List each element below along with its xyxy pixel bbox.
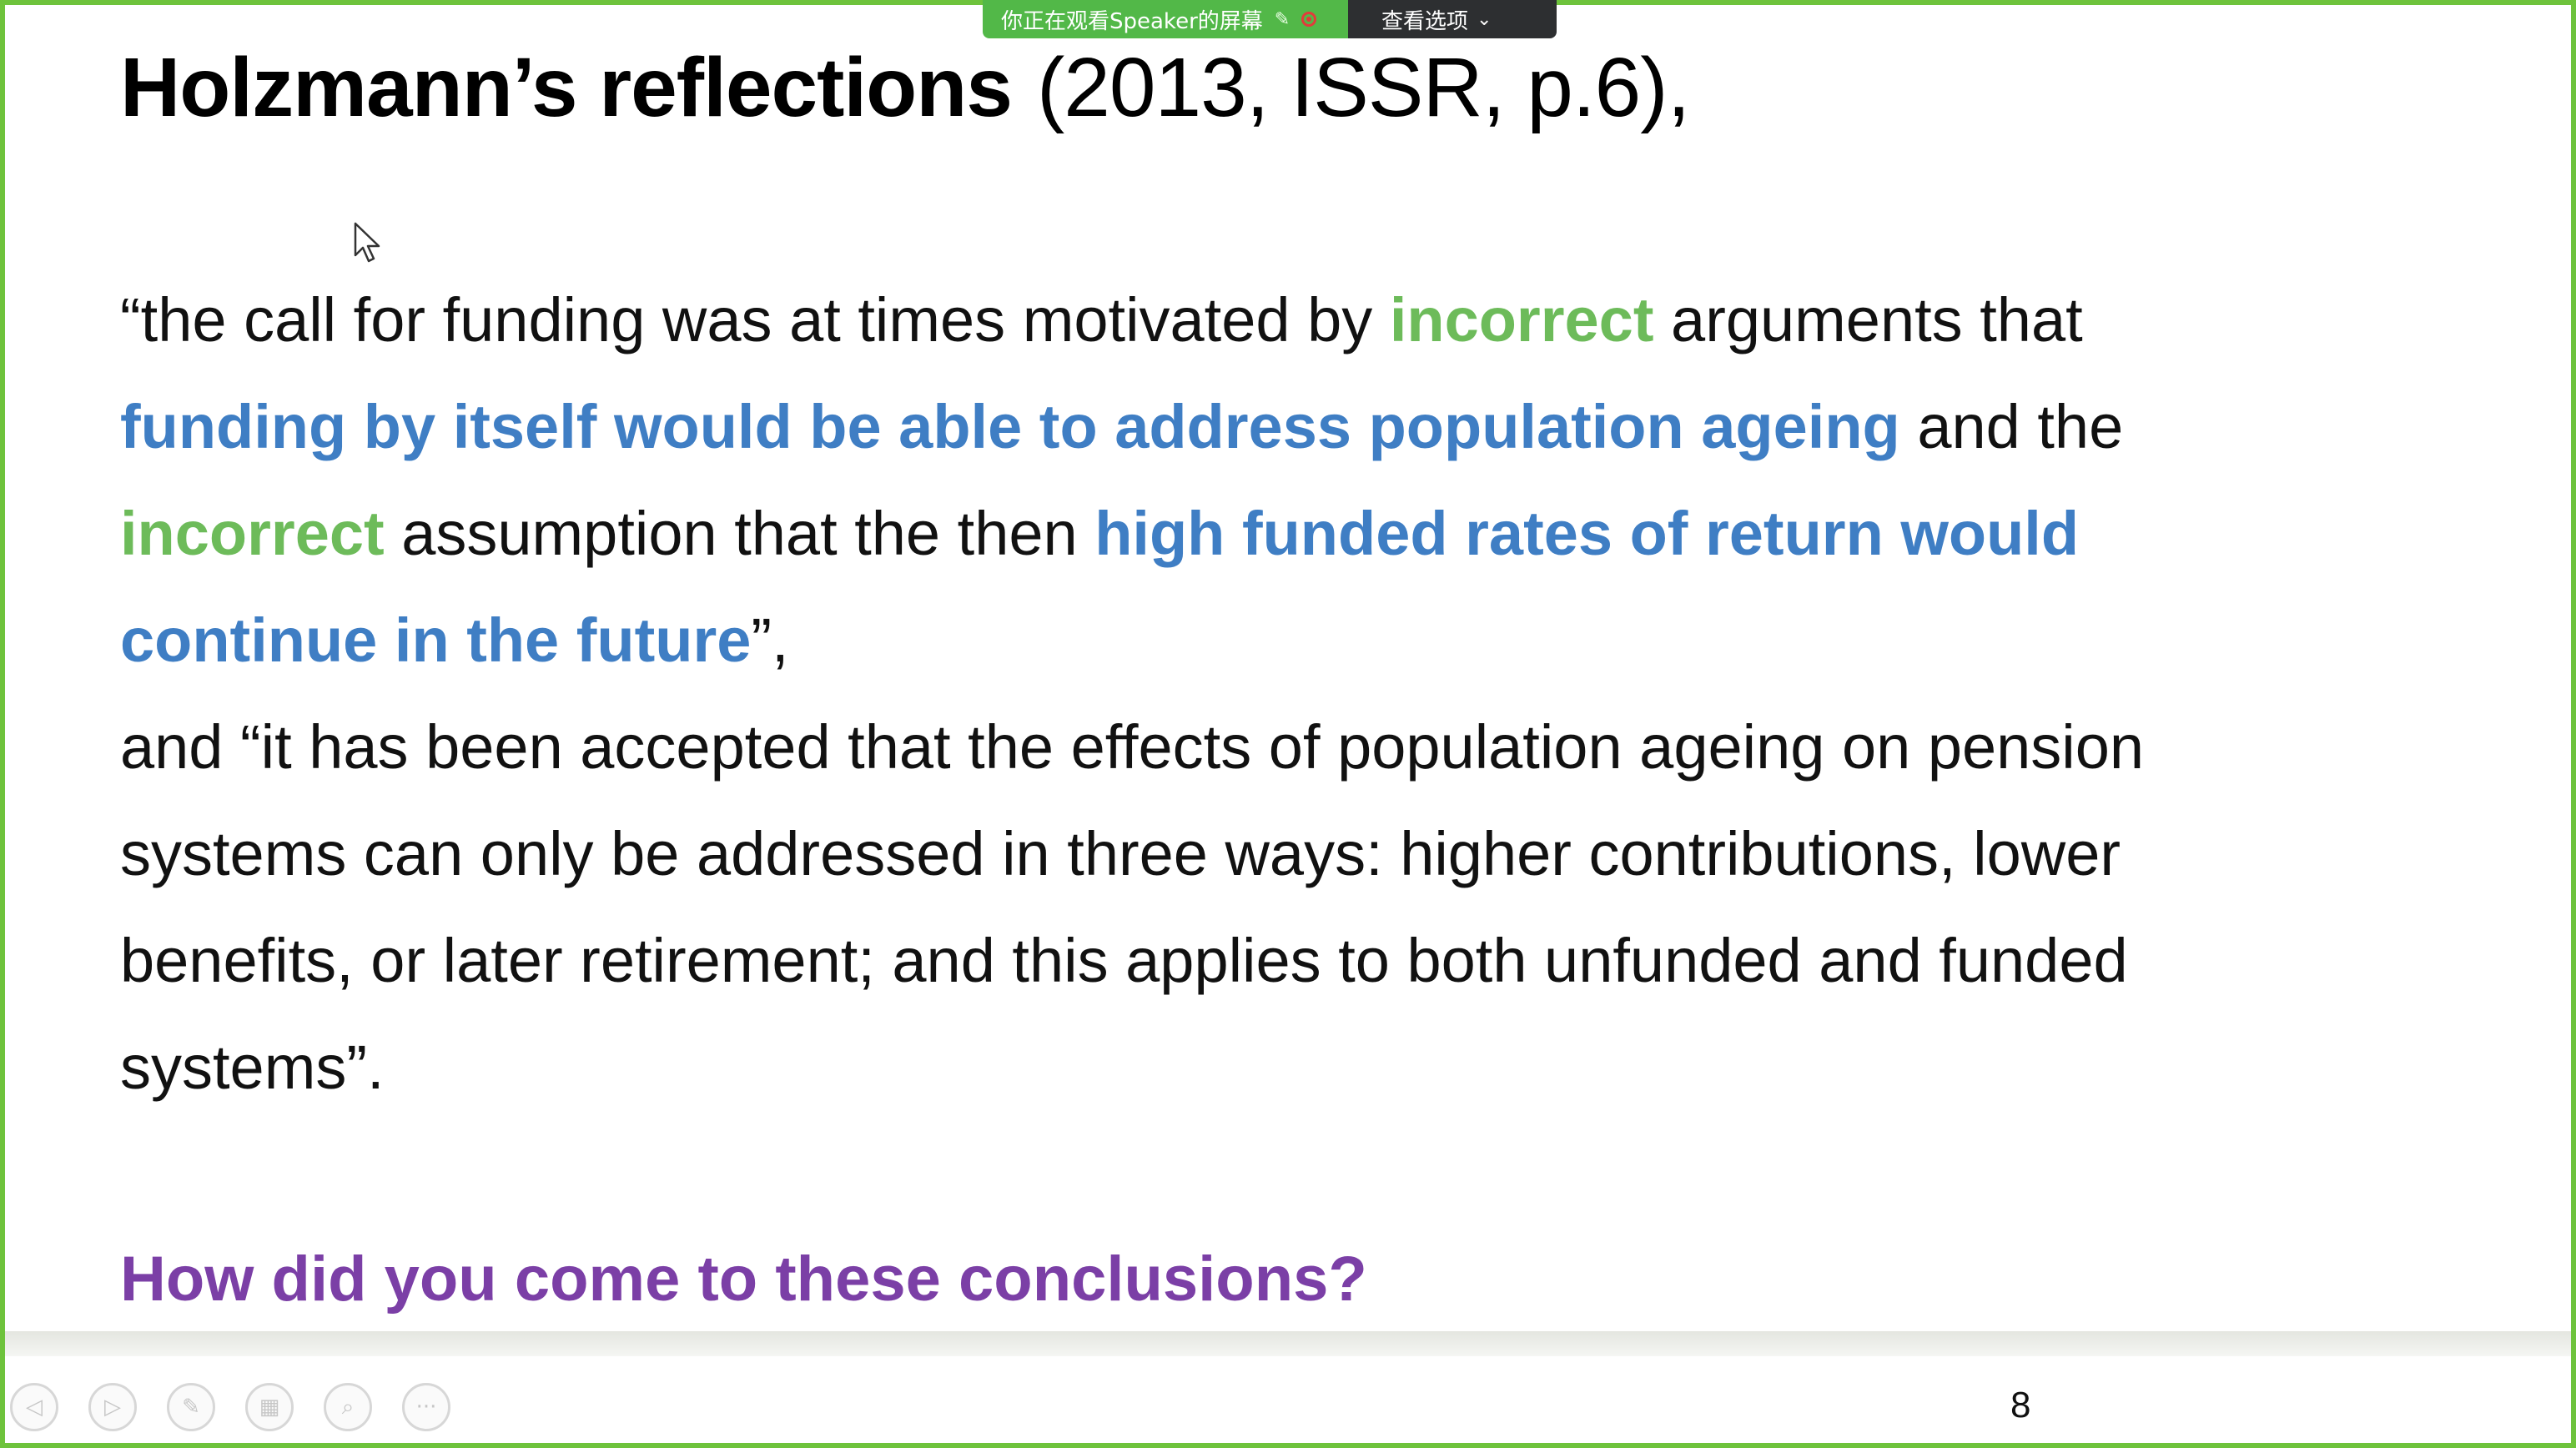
view-options-button[interactable]: 查看选项 ⌄ [1348,0,1557,38]
quote-line: benefits, or later retirement; and this … [120,908,2506,1014]
presentation-toolbar: ◁ ▷ ✎ ▦ ⌕ ··· [10,1383,450,1431]
quote-text: and the [1899,392,2124,461]
previous-slide-button[interactable]: ◁ [10,1383,58,1431]
quote-highlight: high funded rates of return would [1094,499,2080,568]
slide-title-main: Holzmann’s reflections [120,41,1013,134]
chevron-down-icon: ⌄ [1477,8,1492,30]
quote-line: systems”. [120,1014,2506,1121]
quote-highlight: continue in the future [120,606,752,675]
slide-title-reference: (2013, ISSR, p.6), [1036,41,1690,134]
zoom-button[interactable]: ⌕ [324,1383,372,1431]
quote-line: continue in the future”, [120,587,2506,694]
zoom-icon: ⌕ [341,1394,355,1420]
next-slide-icon: ▷ [104,1395,121,1420]
quote-highlight: incorrect [120,499,385,568]
slides-grid-icon: ▦ [259,1395,280,1420]
quote-text: systems can only be addressed in three w… [120,819,2121,888]
quote-text: “the call for funding was at times motiv… [120,285,1390,354]
quote-text: ”, [751,606,789,675]
slide-bottom-divider [5,1331,2571,1356]
quote-text: arguments that [1653,285,2083,354]
quote-text: and “it has been accepted that the effec… [120,712,2145,782]
pen-icon: ✎ [182,1395,200,1420]
quote-line: systems can only be addressed in three w… [120,801,2506,908]
quote-text: systems”. [120,1033,385,1102]
discussion-question: How did you come to these conclusions? [120,1244,1367,1315]
quote-line: “the call for funding was at times motiv… [120,267,2506,374]
slide-title: Holzmann’s reflections (2013, ISSR, p.6), [120,40,1690,136]
quote-block: “the call for funding was at times motiv… [120,267,2506,1121]
quote-text: benefits, or later retirement; and this … [120,926,2128,995]
quote-text: assumption that the then [384,499,1095,568]
next-slide-button[interactable]: ▷ [88,1383,137,1431]
view-options-label: 查看选项 [1381,8,1469,34]
more-options-button[interactable]: ··· [402,1383,450,1431]
quote-highlight: funding by itself would be able to addre… [120,392,1900,461]
quote-highlight: incorrect [1389,285,1654,354]
quote-line: and “it has been accepted that the effec… [120,694,2506,801]
watching-label: 你正在观看Speaker的屏幕 [1001,8,1263,34]
pen-button[interactable]: ✎ [167,1383,215,1431]
watching-indicator: 你正在观看Speaker的屏幕 ✎ [983,0,1348,38]
recording-icon [1301,12,1317,27]
more-options-icon: ··· [415,1395,437,1420]
page-number: 8 [2010,1385,2031,1425]
mic-muted-icon: ✎ [1274,8,1291,30]
quote-line: funding by itself would be able to addre… [120,374,2506,480]
previous-slide-icon: ◁ [26,1395,43,1420]
quote-line: incorrect assumption that the then high … [120,480,2506,587]
slides-grid-button[interactable]: ▦ [245,1383,294,1431]
screen-share-banner: 你正在观看Speaker的屏幕 ✎ 查看选项 ⌄ [983,0,1557,38]
mouse-pointer-icon [354,222,380,263]
